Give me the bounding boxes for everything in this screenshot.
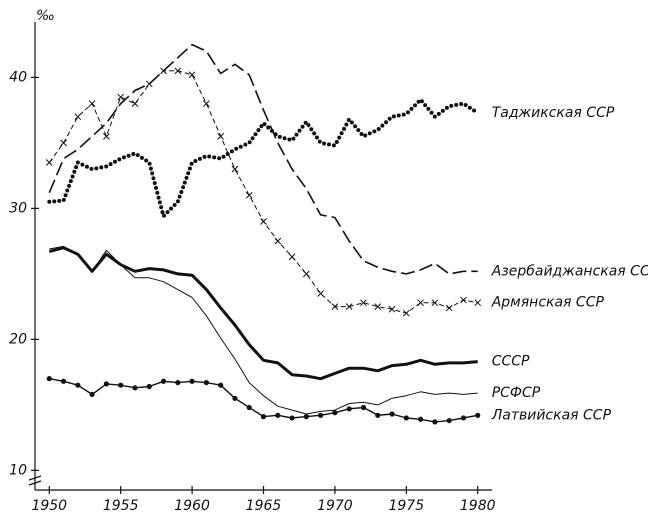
- marker: [260, 218, 267, 225]
- marker: [288, 253, 296, 261]
- marker: [103, 381, 110, 387]
- marker: [231, 165, 239, 173]
- series-line: [48, 246, 478, 381]
- marker: [446, 417, 452, 424]
- marker: [375, 412, 381, 418]
- marker: [74, 113, 82, 121]
- marker: [160, 67, 167, 75]
- marker: [89, 391, 95, 397]
- marker: [389, 411, 395, 417]
- marker: [103, 132, 110, 140]
- marker: [388, 305, 396, 313]
- marker: [117, 93, 125, 101]
- marker: [160, 378, 167, 384]
- marker: [189, 378, 195, 384]
- marker: [403, 415, 409, 421]
- x-tick-label: 1965: [246, 498, 282, 514]
- marker: [88, 100, 96, 107]
- series-line: [49, 245, 478, 415]
- marker: [374, 303, 382, 310]
- marker: [203, 379, 209, 386]
- marker: [460, 415, 467, 421]
- series-label: Армянская ССР: [491, 295, 605, 311]
- marker: [417, 416, 424, 422]
- marker: [218, 382, 224, 388]
- marker: [460, 296, 467, 304]
- marker: [317, 290, 324, 297]
- marker: [302, 270, 310, 278]
- marker: [174, 67, 182, 75]
- marker: [45, 159, 53, 166]
- x-tick-label: 1960: [174, 498, 210, 514]
- marker: [445, 304, 453, 312]
- marker: [274, 237, 282, 245]
- marker: [402, 309, 410, 317]
- marker: [146, 383, 152, 390]
- x-tick-label: 1975: [388, 498, 424, 514]
- x-tick-label: 1980: [460, 498, 496, 514]
- marker: [475, 412, 481, 418]
- marker: [246, 404, 252, 411]
- marker: [345, 303, 353, 310]
- x-tick-label: 1955: [103, 498, 139, 514]
- y-tick-label: 40: [9, 69, 27, 85]
- marker: [145, 80, 153, 88]
- marker: [289, 415, 295, 421]
- marker: [46, 376, 52, 382]
- marker: [432, 419, 438, 425]
- marker: [260, 414, 267, 420]
- marker: [431, 299, 439, 307]
- x-tick-label: 1970: [317, 498, 353, 514]
- marker: [417, 299, 424, 307]
- marker: [217, 132, 225, 140]
- marker: [331, 303, 339, 310]
- marker: [332, 410, 338, 416]
- marker: [132, 385, 138, 391]
- series-label: РСФСР: [492, 385, 541, 401]
- series-label: Таджикская ССР: [492, 105, 615, 121]
- series-label: Латвийская ССР: [491, 407, 612, 423]
- x-tick-label: 1950: [31, 498, 67, 514]
- axis-break: [28, 475, 42, 486]
- series-line: [47, 97, 480, 219]
- series-label: Азербайджанская ССР: [491, 263, 648, 279]
- marker: [175, 379, 181, 386]
- marker: [232, 395, 238, 401]
- marker: [118, 382, 124, 388]
- marker: [474, 299, 482, 307]
- series-line: [48, 43, 478, 275]
- marker: [75, 382, 81, 388]
- marker: [60, 139, 67, 147]
- series-line: [48, 70, 478, 314]
- series-label: СССР: [492, 354, 530, 370]
- marker: [275, 412, 281, 418]
- marker: [188, 71, 196, 79]
- marker: [303, 414, 309, 420]
- y-tick-label: 10: [9, 462, 27, 478]
- marker: [346, 406, 352, 412]
- marker: [60, 378, 67, 384]
- marker: [360, 299, 367, 307]
- marker: [245, 191, 253, 199]
- marker: [131, 100, 139, 107]
- marker: [318, 412, 324, 418]
- marker: [360, 404, 367, 411]
- y-tick-label: 30: [9, 200, 27, 216]
- y-unit: ‰: [36, 8, 55, 24]
- y-tick-label: 20: [9, 331, 27, 347]
- marker: [203, 100, 210, 107]
